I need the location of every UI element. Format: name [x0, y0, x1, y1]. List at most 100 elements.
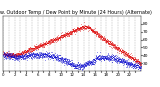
Point: [70, 61, 73, 63]
Point: [93, 30, 95, 32]
Point: [87, 27, 90, 29]
Point: [73, 66, 76, 67]
Point: [65, 60, 67, 61]
Point: [36, 53, 38, 55]
Point: [48, 42, 51, 43]
Point: [32, 47, 35, 48]
Point: [17, 55, 19, 56]
Point: [34, 47, 37, 49]
Point: [21, 52, 24, 53]
Point: [6, 55, 9, 56]
Point: [93, 32, 96, 33]
Point: [19, 53, 21, 54]
Point: [118, 58, 121, 59]
Point: [72, 28, 74, 29]
Point: [10, 56, 12, 57]
Point: [29, 50, 32, 51]
Point: [123, 60, 126, 62]
Point: [67, 35, 70, 37]
Point: [87, 27, 90, 29]
Point: [55, 38, 58, 39]
Point: [88, 28, 91, 30]
Point: [90, 28, 93, 29]
Point: [60, 35, 63, 36]
Point: [104, 39, 107, 40]
Point: [104, 57, 106, 58]
Point: [36, 53, 38, 54]
Point: [57, 35, 59, 36]
Point: [126, 63, 129, 65]
Point: [136, 61, 139, 63]
Point: [29, 48, 31, 49]
Point: [104, 56, 107, 58]
Point: [6, 54, 8, 55]
Point: [132, 63, 135, 65]
Point: [91, 29, 94, 30]
Point: [67, 33, 69, 34]
Point: [58, 36, 61, 37]
Point: [39, 57, 41, 58]
Point: [93, 32, 96, 34]
Point: [118, 48, 120, 49]
Point: [20, 57, 23, 58]
Point: [42, 55, 44, 56]
Point: [14, 55, 17, 57]
Point: [66, 61, 69, 63]
Point: [41, 44, 44, 45]
Point: [117, 47, 120, 48]
Point: [120, 52, 123, 53]
Point: [76, 28, 79, 29]
Point: [27, 54, 30, 55]
Point: [121, 51, 124, 52]
Point: [22, 52, 25, 53]
Point: [118, 57, 120, 59]
Point: [9, 56, 12, 57]
Point: [101, 58, 104, 59]
Point: [3, 52, 5, 54]
Point: [2, 53, 5, 55]
Point: [108, 59, 111, 61]
Point: [96, 34, 99, 35]
Point: [75, 65, 77, 67]
Point: [28, 49, 30, 50]
Point: [38, 57, 40, 59]
Point: [38, 51, 40, 52]
Point: [9, 57, 12, 58]
Point: [55, 57, 57, 58]
Point: [74, 30, 76, 31]
Point: [109, 44, 112, 46]
Point: [120, 61, 123, 62]
Point: [83, 64, 86, 66]
Point: [15, 54, 18, 55]
Point: [43, 45, 45, 46]
Point: [93, 61, 96, 63]
Point: [66, 59, 68, 60]
Point: [100, 58, 103, 60]
Point: [40, 44, 43, 46]
Point: [25, 53, 28, 55]
Point: [120, 60, 122, 61]
Point: [27, 51, 30, 52]
Point: [30, 47, 33, 49]
Point: [134, 60, 137, 61]
Point: [60, 36, 62, 37]
Point: [121, 61, 123, 63]
Point: [139, 66, 142, 67]
Point: [5, 55, 7, 56]
Point: [28, 46, 31, 48]
Point: [88, 27, 90, 29]
Point: [98, 58, 100, 60]
Point: [135, 64, 138, 66]
Point: [33, 48, 36, 49]
Point: [51, 41, 54, 42]
Point: [106, 58, 109, 60]
Point: [14, 55, 17, 57]
Point: [109, 59, 112, 60]
Point: [15, 55, 17, 56]
Point: [125, 60, 128, 61]
Point: [73, 29, 75, 30]
Point: [37, 54, 39, 56]
Point: [54, 57, 56, 58]
Point: [28, 48, 30, 50]
Point: [85, 26, 88, 27]
